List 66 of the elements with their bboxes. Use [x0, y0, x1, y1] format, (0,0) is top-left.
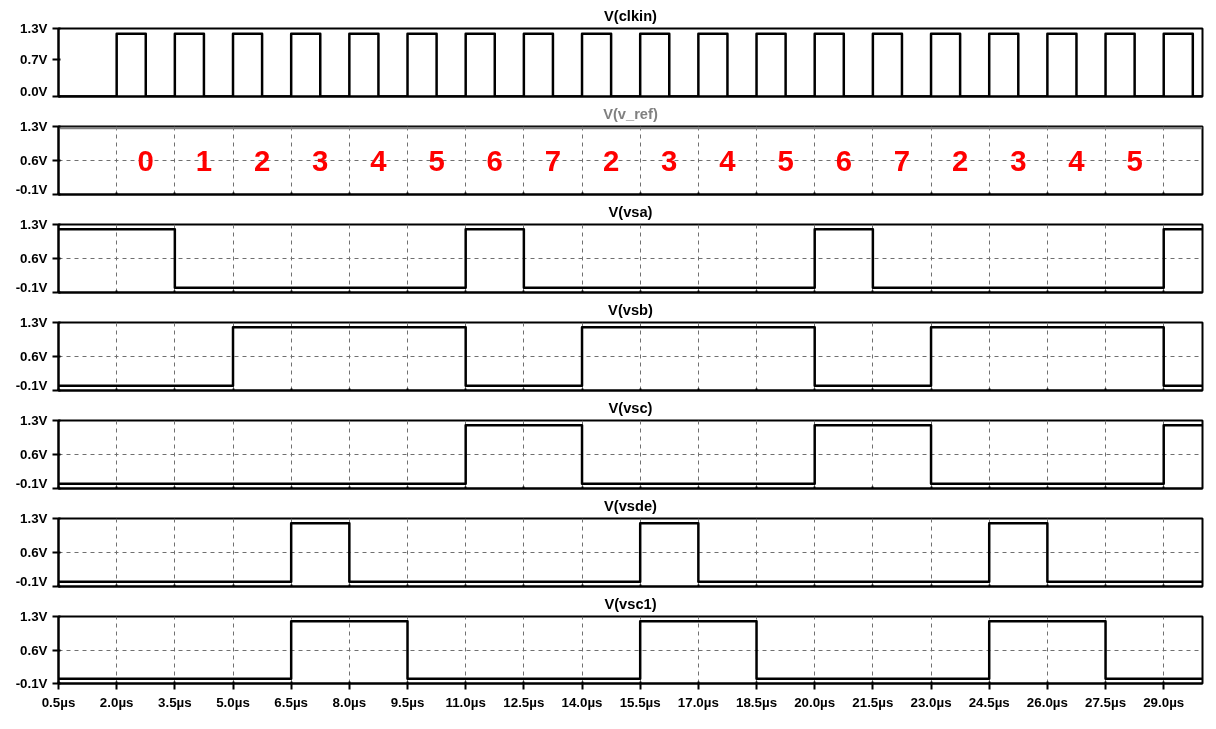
annotation: 5 — [1126, 143, 1143, 177]
annotation: 0 — [137, 143, 154, 177]
annotation: 5 — [428, 143, 445, 177]
x-tick-label: 9.5µs — [390, 694, 425, 710]
y-tick-label: -0.1V — [15, 573, 48, 589]
annotation: 3 — [1010, 143, 1027, 177]
x-tick-label: 18.5µs — [736, 694, 778, 710]
y-tick-label: 1.3V — [20, 413, 48, 428]
x-tick-label: 17.0µs — [677, 694, 719, 710]
y-tick-label: 0.6V — [20, 447, 48, 462]
y-tick-label: 1.3V — [20, 511, 48, 526]
y-tick-label: 0.0V — [20, 83, 48, 99]
x-tick-label: 0.5µs — [41, 694, 76, 710]
y-tick-label: 0.6V — [20, 349, 48, 364]
chart-title: V(clkin) — [604, 7, 658, 24]
y-tick-label: 0.7V — [20, 52, 48, 68]
chart-title: V(vsc) — [608, 399, 653, 416]
x-tick-label: 15.5µs — [619, 694, 661, 710]
x-tick-label: 29.0µs — [1143, 694, 1185, 710]
chart-title: V(v_ref) — [603, 105, 658, 122]
chart-title: V(vsa) — [608, 203, 653, 220]
annotation: 2 — [602, 143, 620, 177]
x-tick-label: 14.0µs — [561, 694, 603, 710]
chart-title: V(vsc1) — [604, 595, 657, 612]
annotation: 6 — [835, 143, 852, 177]
x-tick-label: 11.0µs — [445, 694, 486, 710]
y-tick-label: 1.3V — [20, 609, 48, 624]
annotation: 3 — [661, 143, 678, 177]
annotation: 4 — [370, 143, 388, 177]
y-tick-label: -0.1V — [15, 377, 48, 393]
x-tick-label: 20.0µs — [794, 694, 836, 710]
annotation: 2 — [951, 143, 969, 177]
annotation: 3 — [312, 143, 329, 177]
x-tick-label: 2.0µs — [99, 694, 134, 710]
annotation: 4 — [719, 143, 737, 177]
annotation: 4 — [1068, 143, 1086, 177]
x-tick-label: 23.0µs — [910, 694, 952, 710]
x-tick-label: 3.5µs — [158, 694, 192, 710]
y-tick-label: -0.1V — [15, 181, 48, 197]
chart-title: V(vsb) — [608, 301, 654, 318]
y-tick-label: 0.6V — [20, 153, 48, 168]
y-tick-label: -0.1V — [15, 475, 48, 491]
y-tick-label: -0.1V — [15, 279, 48, 295]
x-tick-label: 27.5µs — [1085, 694, 1127, 710]
x-tick-label: 8.0µs — [332, 694, 367, 710]
y-tick-label: 1.3V — [20, 315, 48, 330]
y-tick-label: 1.3V — [20, 21, 48, 36]
y-tick-label: -0.1V — [15, 676, 48, 691]
y-tick-label: 1.3V — [20, 217, 48, 232]
y-tick-label: 0.6V — [20, 642, 48, 658]
x-tick-label: 12.5µs — [503, 694, 545, 710]
annotation: 5 — [777, 143, 794, 177]
x-tick-label: 24.5µs — [968, 694, 1010, 710]
y-tick-label: 1.3V — [20, 119, 48, 134]
y-tick-label: 0.6V — [20, 251, 48, 266]
y-tick-label: 0.6V — [20, 545, 48, 560]
x-tick-label: 26.0µs — [1026, 694, 1068, 710]
annotation: 6 — [486, 143, 503, 177]
x-tick-label: 6.5µs — [274, 694, 308, 710]
x-tick-label: 5.0µs — [216, 694, 250, 710]
annotation: 1 — [195, 143, 213, 177]
chart-title: V(vsde) — [604, 497, 658, 514]
annotation: 2 — [253, 143, 271, 177]
annotation: 7 — [893, 143, 911, 177]
x-tick-label: 21.5µs — [852, 694, 894, 710]
annotation: 7 — [544, 143, 562, 177]
